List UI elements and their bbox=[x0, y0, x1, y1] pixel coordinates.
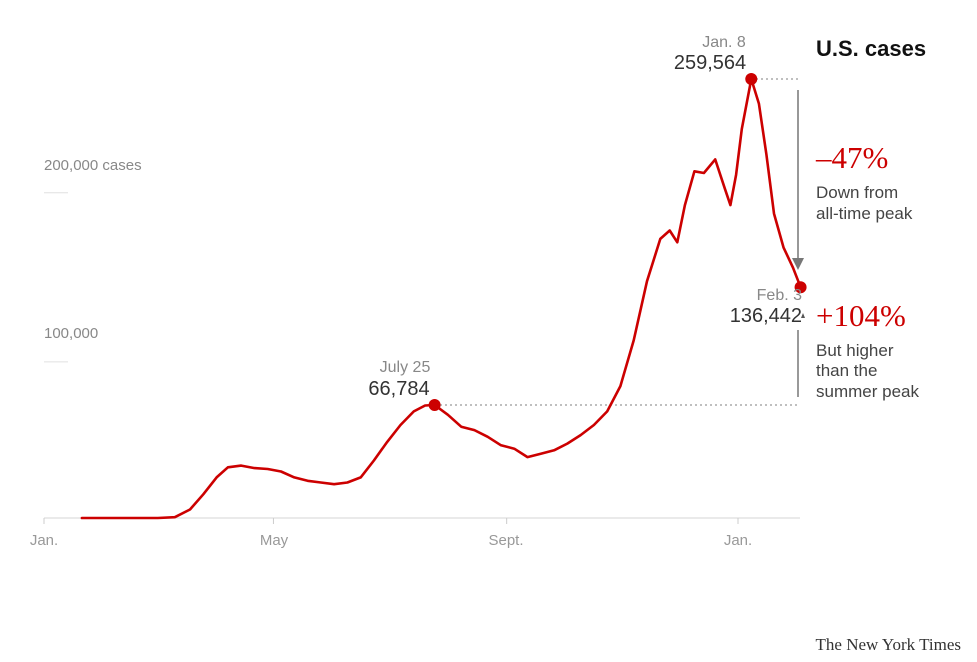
all-time-peak-value: 259,564 bbox=[674, 52, 746, 74]
all-time-peak-dot bbox=[745, 73, 758, 85]
chart-title: U.S. cases bbox=[816, 36, 926, 61]
rise-note-line2: than the bbox=[816, 361, 877, 380]
decline-percent: –47% bbox=[815, 140, 888, 175]
y-tick-label-200k: 200,000 cases bbox=[44, 157, 142, 174]
y-tick-label-100k: 100,000 bbox=[44, 325, 98, 342]
decline-arrow-head bbox=[792, 258, 804, 270]
rise-percent: +104% bbox=[816, 298, 906, 333]
x-tick-label-jan-2020: Jan. bbox=[30, 532, 58, 549]
gridlines bbox=[44, 192, 68, 363]
x-tick-label-may: May bbox=[260, 532, 289, 549]
cases-line bbox=[80, 77, 802, 520]
latest-value: 136,442 bbox=[730, 305, 802, 327]
latest-value-dot bbox=[794, 281, 807, 294]
latest-date: Feb. 3 bbox=[757, 287, 802, 304]
summer-peak-date: July 25 bbox=[380, 359, 431, 376]
rise-note-line3: summer peak bbox=[816, 382, 919, 401]
rise-arrow-head bbox=[801, 313, 805, 318]
decline-note-line2: all-time peak bbox=[816, 204, 913, 223]
decline-note-line1: Down from bbox=[816, 183, 898, 202]
x-tick-label-jan-2021: Jan. bbox=[724, 532, 752, 549]
x-tick-label-sept: Sept. bbox=[488, 532, 523, 549]
source-credit: The New York Times bbox=[816, 635, 961, 654]
summer-peak-dot bbox=[428, 399, 441, 412]
summer-peak-value: 66,784 bbox=[368, 378, 429, 400]
all-time-peak-date: Jan. 8 bbox=[702, 34, 746, 51]
x-axis-ticks bbox=[43, 518, 739, 524]
rise-note-line1: But higher bbox=[816, 341, 894, 360]
